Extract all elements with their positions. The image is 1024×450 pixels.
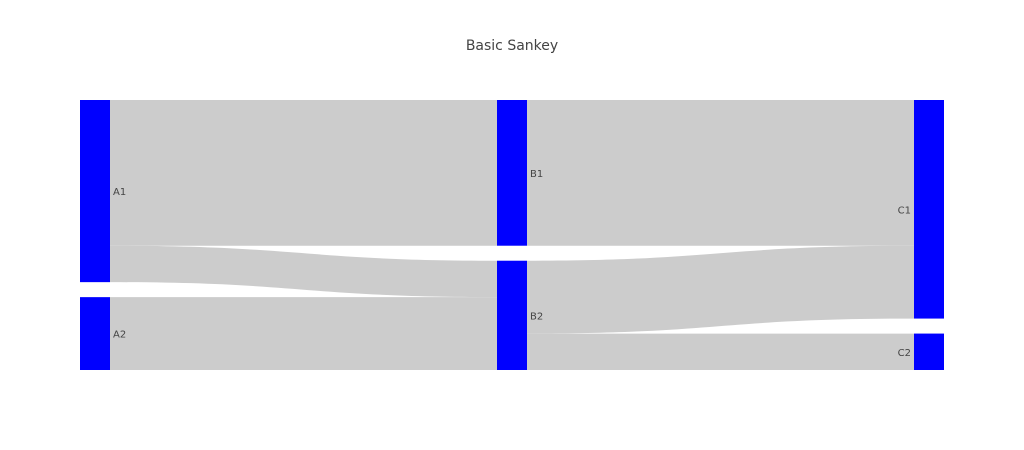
sankey-node-A2 bbox=[80, 297, 110, 370]
chart-title: Basic Sankey bbox=[466, 38, 558, 54]
sankey-link-A1-B2 bbox=[110, 245, 497, 298]
sankey-node-label-C1: C1 bbox=[898, 205, 911, 216]
sankey-link-B2-C2 bbox=[527, 333, 914, 370]
nodes-layer bbox=[80, 100, 944, 370]
sankey-node-A1 bbox=[80, 100, 110, 283]
sankey-node-label-B1: B1 bbox=[530, 169, 543, 180]
sankey-node-label-A1: A1 bbox=[113, 187, 126, 198]
sankey-link-B1-C1 bbox=[527, 100, 914, 246]
sankey-link-A2-B2 bbox=[110, 297, 497, 370]
sankey-node-B2 bbox=[497, 260, 527, 370]
sankey-node-label-B2: B2 bbox=[530, 311, 543, 322]
labels-layer: A1 A2 B1 B2 C1 C2 bbox=[113, 169, 911, 359]
sankey-link-A1-B1 bbox=[110, 100, 497, 246]
sankey-node-label-A2: A2 bbox=[113, 330, 126, 341]
sankey-node-C2 bbox=[914, 333, 944, 370]
links-layer bbox=[110, 100, 914, 370]
sankey-node-C1 bbox=[914, 100, 944, 319]
sankey-node-B1 bbox=[497, 100, 527, 246]
sankey-link-B2-C1 bbox=[527, 245, 914, 334]
sankey-node-label-C2: C2 bbox=[898, 348, 911, 359]
